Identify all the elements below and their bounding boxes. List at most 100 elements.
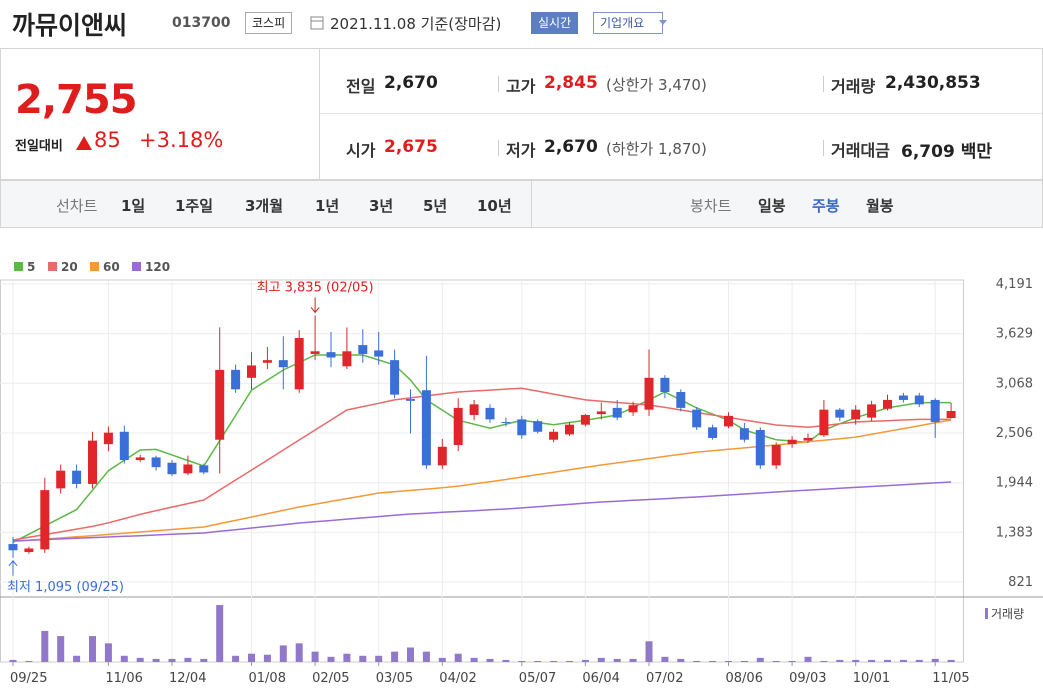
candle-body	[549, 431, 559, 440]
separator	[498, 140, 499, 156]
volume-bar	[518, 660, 526, 662]
annotation-low: 최저 1,095 (09/25)	[7, 580, 124, 595]
volume-bar	[645, 641, 653, 662]
change-label: 전일대비	[15, 139, 63, 154]
candle-body	[708, 427, 718, 438]
volume-bar	[200, 658, 208, 662]
volume-bar	[279, 645, 287, 662]
quote-label: 전일	[346, 77, 376, 96]
tab[interactable]: 10년	[477, 197, 512, 215]
annotation-high: 최고 3,835 (02/05)	[257, 280, 374, 295]
tab[interactable]: 3개월	[245, 197, 284, 215]
candle-body	[294, 338, 304, 390]
volume-bar	[947, 659, 955, 662]
volume-bar	[216, 605, 224, 662]
tab[interactable]: 주봉	[812, 197, 840, 215]
candle-body	[374, 350, 384, 357]
candle-body	[851, 409, 861, 420]
tab[interactable]: 3년	[369, 197, 394, 215]
volume-bar	[915, 659, 923, 662]
volume-bar	[868, 659, 876, 662]
candle-body	[612, 407, 622, 418]
candle-body	[755, 429, 765, 466]
x-tick-label: 12/04	[169, 671, 206, 686]
candle-body	[660, 377, 670, 392]
market-badge: 코스피	[245, 12, 293, 34]
separator	[823, 140, 824, 156]
candle-body	[485, 407, 495, 420]
candle-body	[326, 352, 336, 358]
candle-body	[231, 369, 241, 390]
volume-bar	[57, 636, 65, 662]
legend-swatch	[90, 262, 99, 271]
volume-bar	[168, 658, 176, 662]
candle-body	[739, 428, 749, 440]
company-button[interactable]: 기업개요	[593, 12, 664, 34]
volume-bar	[73, 655, 81, 662]
candle-body	[310, 351, 320, 354]
change: 85	[94, 128, 121, 152]
volume-bar	[661, 656, 669, 662]
candle-body	[469, 404, 479, 415]
row-divider	[320, 113, 1042, 114]
plot-frame	[0, 279, 964, 663]
candle-body	[342, 351, 352, 367]
tab[interactable]: 일봉	[758, 197, 786, 215]
stock-code: 013700	[172, 15, 231, 31]
candle-body	[437, 446, 447, 466]
volume-bar	[884, 659, 891, 662]
candle-body	[930, 399, 940, 423]
candle-body	[692, 409, 702, 428]
candle-body	[644, 377, 654, 410]
candle-body	[517, 419, 527, 436]
candle-body	[40, 490, 50, 550]
quote-value: 2,670	[544, 137, 598, 157]
tab[interactable]: 월봉	[866, 197, 894, 215]
volume-bar	[740, 660, 748, 662]
volume-bar	[677, 658, 685, 662]
stock-name: 까뮤이앤씨	[12, 11, 128, 40]
volume-bar	[693, 660, 701, 662]
volume-bar	[422, 651, 430, 662]
x-tick-label: 05/07	[519, 671, 556, 686]
tab[interactable]: 1년	[315, 197, 340, 215]
candle-body	[421, 390, 431, 466]
volume-bar	[725, 660, 732, 662]
candle-body	[390, 360, 400, 395]
candle-body	[724, 415, 733, 427]
y-tick-label: 3,068	[996, 376, 1033, 391]
chart: 821 1,383 1,944 2,506 3,068 3,629 4,191 09/25 11…	[0, 260, 1043, 686]
volume-bar	[502, 659, 510, 662]
x-tick-label: 06/04	[582, 671, 619, 686]
quote-label: 거래대금	[831, 141, 890, 160]
volume-bar	[454, 653, 462, 662]
y-tick-label: 1,944	[996, 476, 1033, 491]
candle-body	[167, 462, 177, 475]
tab[interactable]: 5년	[423, 197, 448, 215]
candle-body	[453, 407, 463, 446]
candle-body	[787, 439, 797, 445]
candle-body	[215, 369, 225, 440]
candle-body	[72, 470, 82, 484]
quote-note: (하한가 1,870)	[606, 140, 707, 158]
volume-bar	[184, 657, 192, 662]
dropdown-arrow	[659, 20, 667, 25]
candle-body	[580, 414, 590, 425]
volume-bar	[534, 660, 542, 662]
legend-label: 5	[27, 260, 35, 274]
tab[interactable]: 1주일	[175, 197, 214, 215]
legend-swatch	[14, 262, 23, 271]
volume-bar	[375, 655, 383, 662]
realtime-button[interactable]: 실시간	[531, 12, 579, 34]
volume-bar	[899, 659, 907, 662]
tab[interactable]: 1일	[121, 197, 146, 215]
candle-body	[247, 365, 256, 378]
x-tick-label: 04/02	[439, 671, 476, 686]
candle-body	[8, 544, 18, 551]
candle-body	[119, 431, 129, 461]
quote-value: 2,430,853	[885, 73, 981, 93]
candle-body	[883, 399, 892, 409]
volume-bar	[788, 660, 796, 662]
volume-bar	[136, 657, 144, 662]
